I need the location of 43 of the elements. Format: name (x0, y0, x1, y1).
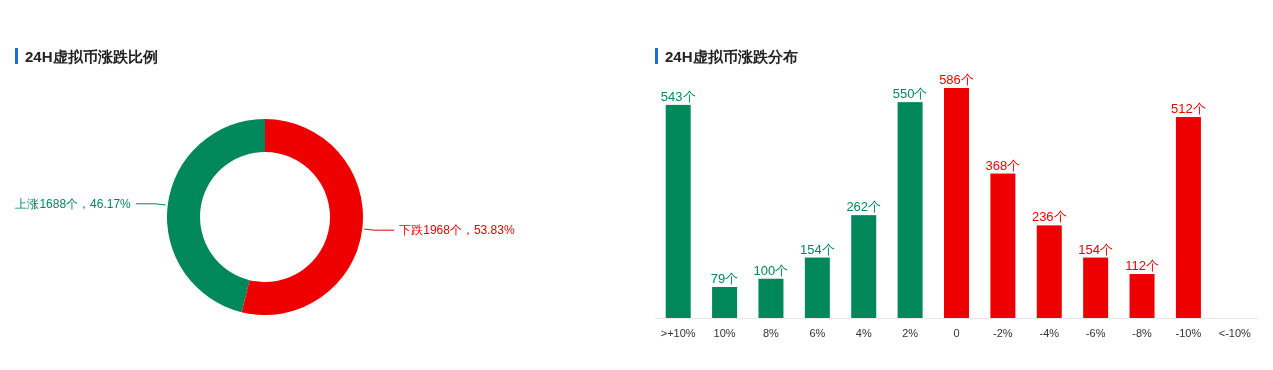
data-label: 512个 (1171, 101, 1206, 117)
donut-slice (167, 119, 265, 313)
slice-label: 下跌1968个，53.83% (399, 223, 515, 238)
data-label: 586个 (939, 72, 974, 87)
data-label: 112个 (1125, 258, 1159, 274)
bar (804, 257, 830, 318)
x-tick-label: -2% (993, 327, 1013, 339)
data-label: 368个 (985, 157, 1021, 173)
x-tick-label: 2% (902, 327, 919, 339)
bar (712, 286, 738, 318)
data-label: 543个 (660, 88, 696, 104)
x-tick-label: <-10% (1218, 327, 1252, 339)
data-label: 550个 (892, 86, 928, 102)
data-label: 100个 (753, 262, 789, 278)
bar (897, 102, 923, 318)
bar (1083, 257, 1109, 318)
data-label: 154个 (1078, 241, 1114, 257)
x-tick-label: 8% (763, 327, 780, 339)
x-tick-label: >+10% (660, 327, 696, 339)
x-tick-label: -10% (1175, 327, 1202, 339)
x-tick-label: -4% (1039, 327, 1060, 339)
chart-title: 24H虚拟币涨跌分布 (665, 48, 798, 65)
bar (990, 173, 1016, 318)
bar (758, 278, 784, 318)
bar (665, 104, 691, 318)
bar (944, 88, 969, 318)
x-tick-label: 0 (953, 327, 960, 339)
bar (1036, 225, 1062, 318)
x-tick-label: 6% (809, 327, 826, 339)
bar (1129, 274, 1155, 318)
donut-slice (241, 119, 363, 315)
chart-title: 24H虚拟币涨跌比例 (25, 48, 158, 65)
data-label: 236个 (1031, 209, 1067, 225)
x-tick-label: -8% (1132, 327, 1153, 339)
data-label: 79个 (710, 270, 739, 286)
x-tick-label: 4% (855, 327, 872, 339)
data-label: 262个 (846, 199, 882, 215)
slice-label: 上涨1688个，46.17% (15, 196, 132, 211)
x-tick-label: -6% (1085, 327, 1106, 339)
data-label: 154个 (799, 241, 835, 257)
bar (1175, 117, 1201, 318)
x-tick-label: 10% (713, 327, 736, 339)
bar (851, 215, 877, 318)
